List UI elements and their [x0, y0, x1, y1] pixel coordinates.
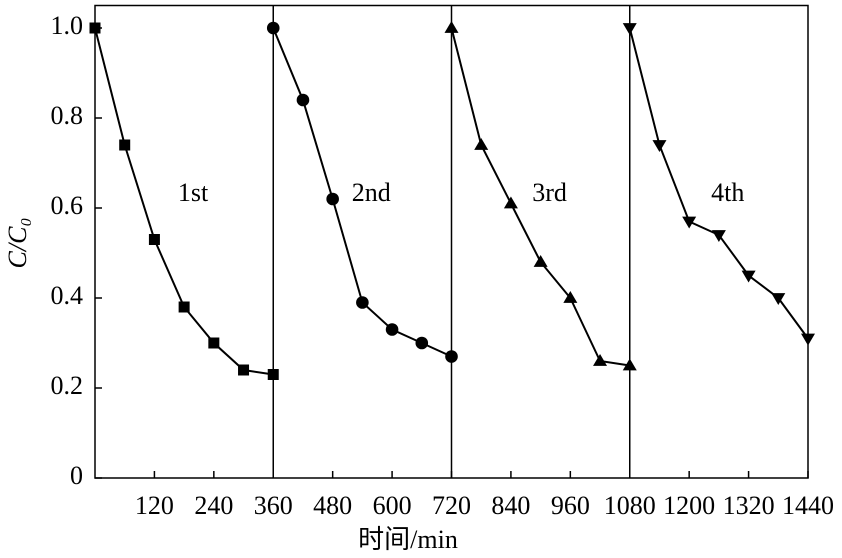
- marker: [444, 21, 459, 33]
- y-tick-label: 0.4: [51, 281, 84, 310]
- y-tick-label: 0: [70, 461, 83, 490]
- marker: [296, 93, 310, 107]
- marker: [622, 358, 637, 371]
- marker: [415, 336, 429, 350]
- x-tick-label: 1200: [663, 491, 715, 520]
- x-tick-label: 600: [373, 491, 412, 520]
- marker: [445, 350, 458, 363]
- marker: [356, 296, 369, 309]
- series-label: 2nd: [352, 178, 391, 207]
- x-tick-label: 1320: [723, 491, 775, 520]
- marker: [119, 139, 131, 151]
- series-label: 3rd: [532, 178, 567, 207]
- marker: [326, 192, 339, 206]
- marker: [208, 337, 220, 349]
- marker: [533, 255, 548, 267]
- marker: [89, 22, 101, 34]
- y-axis-label: C/C₀: [3, 218, 32, 269]
- marker: [178, 301, 190, 313]
- series-label: 4th: [711, 178, 744, 207]
- x-tick-label: 720: [432, 491, 471, 520]
- marker: [267, 369, 279, 380]
- marker: [622, 23, 637, 35]
- marker: [266, 21, 280, 35]
- x-tick-label: 1440: [782, 491, 834, 520]
- marker: [474, 138, 489, 150]
- marker: [503, 196, 518, 209]
- y-tick-label: 1.0: [51, 11, 84, 40]
- marker: [593, 354, 608, 366]
- marker: [771, 293, 786, 305]
- x-tick-label: 480: [313, 491, 352, 520]
- y-tick-label: 0.6: [51, 191, 84, 220]
- marker: [385, 323, 399, 336]
- marker: [682, 216, 697, 229]
- y-tick-label: 0.2: [51, 371, 84, 400]
- marker: [563, 291, 578, 303]
- x-tick-label: 960: [551, 491, 590, 520]
- marker: [148, 234, 160, 245]
- marker: [652, 140, 667, 152]
- marker: [711, 230, 726, 242]
- x-tick-label: 360: [254, 491, 293, 520]
- y-tick-label: 0.8: [51, 101, 84, 130]
- marker: [238, 364, 250, 376]
- marker: [741, 270, 756, 283]
- x-tick-label: 120: [135, 491, 174, 520]
- x-tick-label: 840: [491, 491, 530, 520]
- marker: [801, 333, 815, 346]
- x-axis-label: 时间/min: [358, 525, 458, 554]
- series-label: 1st: [178, 178, 209, 207]
- x-tick-label: 1080: [604, 491, 656, 520]
- x-tick-label: 240: [194, 491, 233, 520]
